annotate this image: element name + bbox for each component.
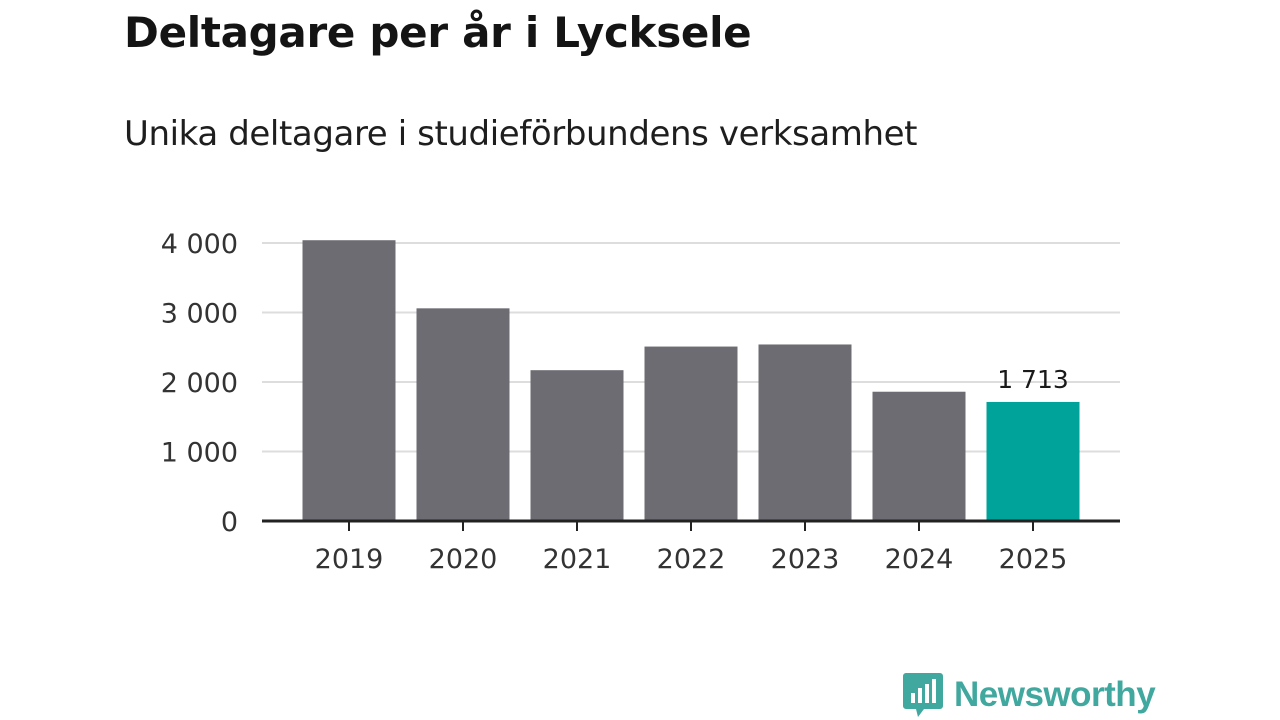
y-tick-label: 4 000 xyxy=(161,229,238,260)
data-label: 1 713 xyxy=(997,365,1069,394)
x-tick-label: 2024 xyxy=(885,544,954,575)
bar-2020 xyxy=(416,308,510,521)
x-tick-label: 2021 xyxy=(543,544,612,575)
chart-title: Deltagare per år i Lycksele xyxy=(124,8,752,57)
chart-subtitle: Unika deltagare i studieförbundens verks… xyxy=(124,114,918,154)
bar-chart-speech-bubble-icon xyxy=(903,673,943,717)
y-tick-label: 0 xyxy=(221,507,238,538)
y-tick-label: 1 000 xyxy=(161,438,238,469)
bar-2022 xyxy=(644,346,738,521)
y-tick-label: 2 000 xyxy=(161,368,238,399)
newsworthy-logo: Newsworthy xyxy=(902,671,1156,719)
y-tick-label: 3 000 xyxy=(161,299,238,330)
bar-2025 xyxy=(986,401,1080,521)
x-tick-label: 2022 xyxy=(657,544,726,575)
x-tick-label: 2023 xyxy=(771,544,840,575)
bar-2021 xyxy=(530,370,624,521)
x-tick-label: 2025 xyxy=(999,544,1068,575)
bar-2023 xyxy=(758,344,852,521)
x-tick-label: 2019 xyxy=(315,544,384,575)
bar-2019 xyxy=(302,240,396,521)
bar-2024 xyxy=(872,391,966,521)
x-tick-label: 2020 xyxy=(429,544,498,575)
brand-name: Newsworthy xyxy=(954,675,1156,714)
